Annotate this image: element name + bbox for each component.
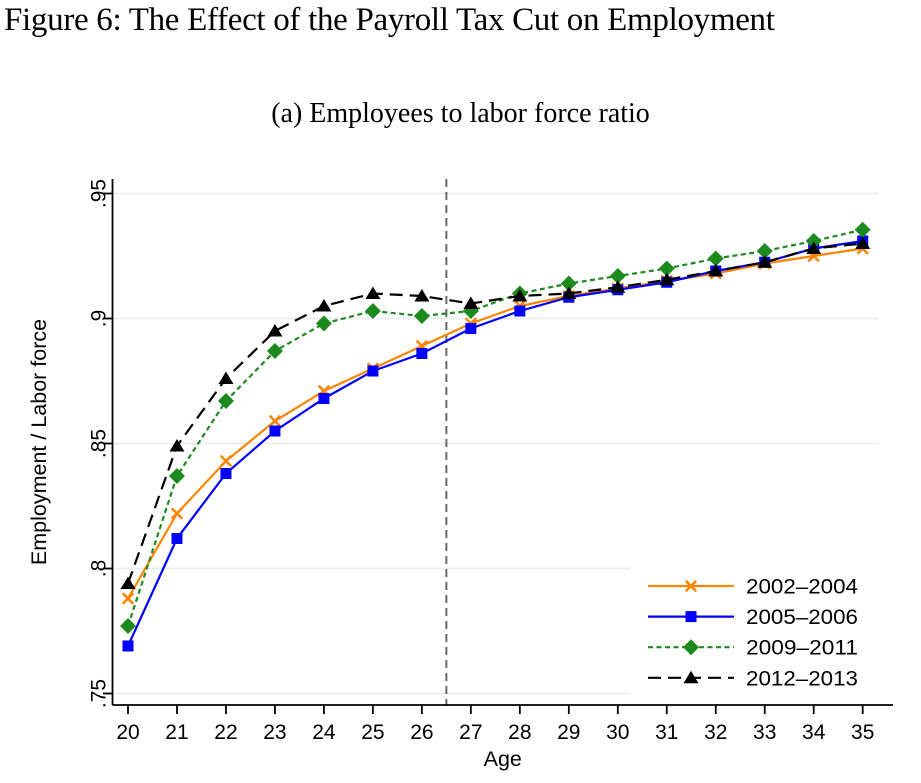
x-glyph-stroke [220,455,232,467]
series-marker-2009-2011 [413,308,430,324]
series-marker-2009-2011 [217,393,234,409]
y-tick-label: .95 [88,179,111,208]
x-glyph-stroke [269,415,281,427]
figure-title: Figure 6: The Effect of the Payroll Tax … [4,2,775,38]
series-line-2009-2011 [126,228,863,627]
x-axis-title: Age [484,747,522,771]
x-tick-label: 26 [410,721,433,744]
series-marker-2012-2013 [169,439,185,452]
series-marker-2012-2013 [806,241,822,254]
x-tick-label: 24 [312,721,336,744]
series-marker-2012-2013 [708,264,724,277]
panel-subtitle: (a) Employees to labor force ratio [271,98,650,129]
series-marker-2002-2004 [122,592,134,605]
x-glyph-stroke [171,507,183,520]
legend-item: 2012–2013 [648,667,858,690]
series-marker-2005-2006 [416,348,428,359]
series-marker-2012-2013 [855,236,871,249]
series-marker-2009-2011 [609,268,626,284]
series-marker-2005-2006 [220,468,232,479]
legend-label: 2012–2013 [746,667,858,690]
series-marker-2012-2013 [120,576,136,589]
series-marker-2009-2011 [560,275,577,292]
legend-marker-square [685,611,697,623]
series-marker-2005-2006 [318,393,330,404]
x-tick-label: 33 [753,721,776,744]
x-tick-label: 28 [508,721,531,744]
series-marker-2012-2013 [659,272,675,286]
legend-label: 2005–2006 [746,606,858,629]
series-marker-2002-2004 [220,455,232,467]
series-marker-2002-2004 [269,415,281,427]
series-marker-2012-2013 [218,371,234,384]
x-tick-label: 22 [214,721,237,744]
series-marker-2012-2013 [512,289,528,302]
series-marker-2012-2013 [757,255,773,268]
series-marker-2005-2006 [171,533,183,544]
y-tick-label: .8 [88,560,111,578]
x-tick-label: 30 [606,721,629,744]
legend-marker-x [685,580,697,592]
x-glyph-stroke [122,592,134,605]
legend-item: 2009–2011 [648,637,858,660]
x-tick-label: 34 [802,721,826,744]
series-marker-2009-2011 [805,233,822,249]
series-marker-2012-2013 [414,289,430,302]
series-line-2005-2006 [126,239,863,647]
legend-marker-diamond [683,639,699,656]
y-tick-label: .9 [88,310,111,328]
y-tick-label: .75 [88,679,111,708]
series-marker-2009-2011 [266,343,283,359]
x-tick-label: 35 [851,721,874,744]
legend-label: 2002–2004 [746,576,858,599]
x-tick-label: 31 [655,721,678,744]
series-marker-2009-2011 [168,468,185,484]
x-tick-label: 23 [263,721,286,744]
x-tick-label: 29 [557,721,580,744]
series-line-2002-2004 [127,247,863,600]
series-line-2012-2013 [126,242,863,584]
x-glyph-stroke [685,580,697,592]
series-marker-2009-2011 [854,221,871,238]
series-marker-2012-2013 [610,280,626,293]
x-tick-label: 25 [361,721,384,744]
series-marker-2012-2013 [561,286,577,299]
legend-item: 2002–2004 [648,576,858,599]
x-tick-label: 21 [165,721,188,744]
legend-item: 2005–2006 [648,606,858,629]
y-tick-label: .85 [88,429,111,458]
legend: 2002–2004 2005–2006 2009–2011 2012–2013 [630,563,880,701]
series-marker-2005-2006 [465,323,477,334]
series-marker-2009-2011 [364,303,381,319]
series-marker-2012-2013 [267,324,283,337]
series-marker-2005-2006 [367,365,379,377]
x-tick-label: 32 [704,721,727,744]
series-marker-2009-2011 [707,250,724,267]
series-marker-2012-2013 [316,299,332,312]
legend-label: 2009–2011 [746,637,858,660]
x-tick-label: 20 [116,721,139,744]
legend-marker-triangle [683,670,699,684]
series-marker-2009-2011 [756,243,773,259]
series-marker-2005-2006 [269,425,281,437]
series-marker-2012-2013 [463,296,479,309]
series-marker-2012-2013 [365,286,381,299]
series-marker-2009-2011 [315,315,332,332]
series-marker-2005-2006 [122,640,134,652]
y-axis-title: Employment / Labor force [27,319,51,565]
x-tick-label: 27 [459,721,482,744]
series-marker-2009-2011 [658,260,675,277]
series-marker-2005-2006 [514,305,526,317]
series-marker-2009-2011 [120,618,136,634]
series-marker-2002-2004 [171,507,183,520]
